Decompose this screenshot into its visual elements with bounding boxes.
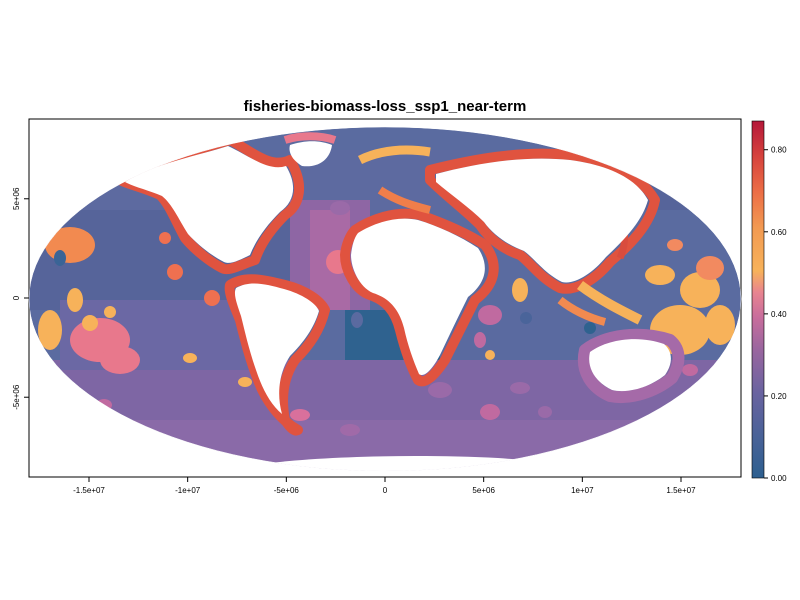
land xyxy=(125,141,671,471)
ocean-raster xyxy=(29,127,741,471)
antarctica xyxy=(262,456,588,471)
greenland xyxy=(289,141,332,167)
map-title: fisheries-biomass-loss_ssp1_near-term xyxy=(243,98,527,115)
legend-tick-label: 0.20 xyxy=(771,392,787,401)
legend-tick-label: 0.00 xyxy=(771,474,787,483)
x-tick-label: 1e+07 xyxy=(571,486,594,495)
legend-tick-label: 0.60 xyxy=(771,228,787,237)
africa xyxy=(351,218,485,376)
y-tick-label: 5e+06 xyxy=(12,187,21,210)
y-tick-label: -5e+06 xyxy=(12,384,21,410)
y-axis: 5e+06 0 -5e+06 xyxy=(12,187,29,410)
x-axis: -1.5e+07 -1e+07 -5e+06 0 5e+06 1e+07 1.5e+07 xyxy=(73,477,696,495)
south-america xyxy=(234,283,319,414)
x-tick-label: 1.5e+07 xyxy=(666,486,696,495)
x-tick-label: 0 xyxy=(383,486,388,495)
globe-outline xyxy=(28,126,742,472)
asia xyxy=(436,158,648,283)
australia xyxy=(589,339,671,392)
x-tick-label: -1.5e+07 xyxy=(73,486,105,495)
legend-colorbar xyxy=(751,120,765,479)
x-tick-label: -1e+07 xyxy=(175,486,201,495)
y-tick-label: 0 xyxy=(12,295,21,300)
x-tick-label: -5e+06 xyxy=(274,486,300,495)
coastal-bands xyxy=(115,132,685,465)
x-tick-label: 5e+06 xyxy=(472,486,495,495)
legend-ticks: 0.00 0.20 0.40 0.60 0.80 xyxy=(764,146,787,483)
legend-tick-label: 0.40 xyxy=(771,310,787,319)
legend-tick-label: 0.80 xyxy=(771,146,787,155)
north-america xyxy=(125,146,294,263)
